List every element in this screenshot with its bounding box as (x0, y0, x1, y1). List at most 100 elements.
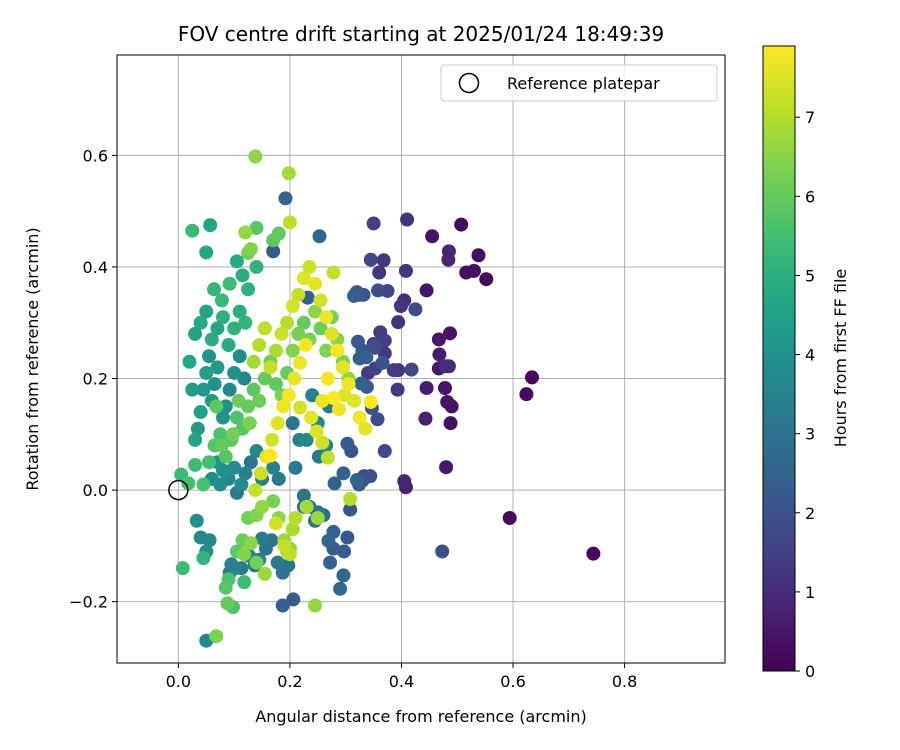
scatter-point (370, 412, 385, 427)
scatter-point (221, 338, 236, 353)
scatter-point (263, 448, 278, 463)
scatter-point (525, 370, 540, 385)
scatter-point (419, 283, 434, 298)
scatter-point (443, 416, 458, 431)
scatter-point (354, 376, 369, 391)
scatter-point (231, 393, 246, 408)
scatter-point (315, 435, 330, 450)
scatter-point (188, 432, 203, 447)
colorbar-tick-label: 1 (805, 583, 815, 602)
scatter-point (287, 371, 302, 386)
scatter-point (333, 581, 348, 596)
scatter-point (185, 223, 200, 238)
scatter-point (266, 494, 281, 509)
plot-area-frame (116, 54, 726, 664)
scatter-point (229, 410, 244, 425)
scatter-point (393, 299, 408, 314)
scatter-point (224, 557, 239, 572)
scatter-point (308, 598, 323, 613)
scatter-point (330, 343, 345, 358)
scatter-point (315, 393, 330, 408)
colorbar-tick-label: 2 (805, 504, 815, 523)
scatter-point (199, 365, 214, 380)
y-tick-label: 0.2 (83, 370, 108, 389)
x-tick-label: 0.4 (389, 672, 414, 691)
scatter-point (337, 388, 352, 403)
scatter-point (336, 466, 351, 481)
scatter-point (308, 276, 323, 291)
scatter-point (340, 530, 355, 545)
legend-open-circle-icon (458, 72, 480, 94)
colorbar-gradient (762, 45, 796, 672)
scatter-point (352, 410, 367, 425)
scatter-point (210, 321, 225, 336)
scatter-point (265, 432, 280, 447)
scatter-point (371, 283, 386, 298)
colorbar-tick-label: 3 (805, 425, 815, 444)
scatter-point (257, 371, 272, 386)
scatter-point (207, 377, 222, 392)
scatter-point (215, 310, 230, 325)
colorbar-tick-label: 5 (805, 266, 815, 285)
legend-box (440, 64, 718, 102)
scatter-point (291, 287, 306, 302)
scatter-point (443, 326, 458, 341)
scatter-point (439, 460, 454, 475)
scatter-point (268, 343, 283, 358)
scatter-point (235, 268, 250, 283)
colorbar-tick-label: 6 (805, 187, 815, 206)
scatter-point (249, 259, 264, 274)
x-tick-label: 0.0 (166, 672, 191, 691)
scatter-point (214, 293, 229, 308)
scatter-point (196, 382, 211, 397)
scatter-point (190, 421, 205, 436)
scatter-point (185, 382, 200, 397)
scatter-point (234, 477, 249, 492)
scatter-point (204, 332, 219, 347)
y-tick-label: 0.4 (83, 258, 108, 277)
scatter-point (288, 510, 303, 525)
scatter-point (248, 149, 263, 164)
scatter-point (203, 218, 218, 233)
scatter-point (320, 450, 335, 465)
scatter-point (439, 359, 454, 374)
scatter-point (257, 321, 272, 336)
scatter-point (363, 252, 378, 267)
scatter-point (253, 466, 268, 481)
y-axis-label: Rotation from reference (arcmin) (23, 227, 42, 490)
scatter-point (249, 220, 264, 235)
scatter-point (227, 321, 242, 336)
scatter-point (400, 212, 415, 227)
scatter-point (243, 242, 258, 257)
scatter-point (425, 229, 440, 244)
scatter-points (174, 149, 601, 648)
scatter-point (471, 248, 486, 263)
x-tick-label: 0.2 (277, 672, 302, 691)
scatter-point (337, 544, 352, 559)
scatter-point (398, 263, 413, 278)
scatter-point (263, 360, 278, 375)
scatter-point (188, 457, 203, 472)
reference-layer (168, 479, 189, 501)
scatter-point (188, 326, 203, 341)
scatter-point (363, 394, 378, 409)
scatter-point (292, 400, 307, 415)
scatter-point (193, 404, 208, 419)
scatter-point (285, 522, 300, 537)
y-tick-label: −0.2 (69, 593, 108, 612)
scatter-point (210, 360, 225, 375)
scatter-point (441, 244, 456, 259)
scatter-point (296, 315, 311, 330)
scatter-point (375, 355, 390, 370)
scatter-point (215, 410, 230, 425)
scatter-point (327, 476, 342, 491)
scatter-point (386, 363, 401, 378)
scatter-point (358, 421, 373, 436)
scatter-point (466, 263, 481, 278)
scatter-point (196, 477, 211, 492)
scatter-point (282, 215, 297, 230)
scatter-point (299, 432, 314, 447)
scatter-point (347, 288, 362, 303)
scatter-point (372, 265, 387, 280)
scatter-point (209, 629, 224, 644)
